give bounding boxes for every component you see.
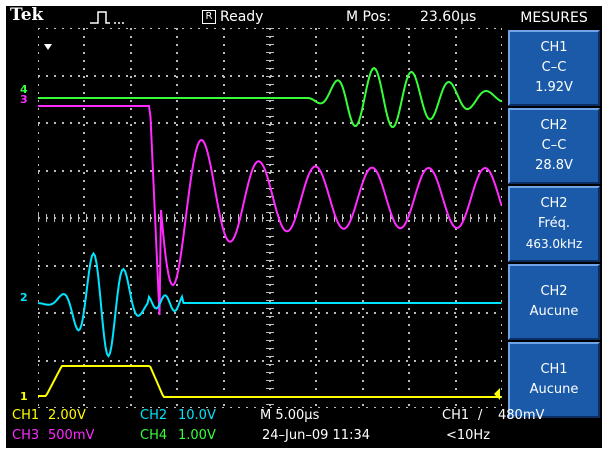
- side-menu-title: MESURES: [520, 10, 588, 26]
- measure-type: Aucune: [529, 382, 579, 397]
- ch2-marker[interactable]: 2: [20, 291, 28, 304]
- measure-type: Fréq.: [538, 216, 570, 231]
- ch3-label: CH3: [12, 428, 40, 443]
- ch4-scale[interactable]: 1.00V: [178, 428, 216, 443]
- date-time: 24–Jun–09 11:34: [262, 428, 370, 443]
- measure-type: C–C: [541, 138, 567, 153]
- measure-source: CH1: [540, 362, 568, 377]
- ch2-waveform: [38, 251, 502, 358]
- trigger-source: CH1: [442, 408, 470, 423]
- ch4-label: CH4: [140, 428, 168, 443]
- ch3-scale[interactable]: 500mV: [48, 428, 95, 443]
- ready-state-icon: R: [202, 10, 216, 24]
- measure-slot-1[interactable]: CH1 C–C 1.92V: [508, 30, 600, 106]
- brand-logo: Tek: [10, 6, 44, 25]
- horizontal-position-label: M Pos:: [346, 9, 392, 25]
- measure-source: CH2: [540, 284, 568, 299]
- measure-type: Aucune: [529, 304, 579, 319]
- measure-value: 1.92V: [535, 80, 573, 95]
- ch4-marker[interactable]: 4: [20, 83, 28, 96]
- acquisition-state: Ready: [220, 9, 264, 25]
- trigger-position-icon: [44, 44, 52, 50]
- trigger-level[interactable]: 480mV: [498, 408, 545, 423]
- ch4-waveform: [38, 66, 502, 129]
- ch3-waveform: [38, 105, 502, 316]
- ch2-scale[interactable]: 10.0V: [178, 408, 216, 423]
- trigger-slope-icon: /: [478, 408, 483, 423]
- ch1-waveform: [38, 365, 502, 398]
- ch3-marker[interactable]: 3: [20, 93, 28, 106]
- measure-value: 28.8V: [535, 158, 573, 173]
- trigger-frequency: <10Hz: [446, 428, 491, 443]
- horizontal-position-value: 23.60µs: [420, 9, 477, 25]
- measure-slot-3[interactable]: CH2 Fréq. 463.0kHz: [508, 186, 600, 262]
- ch1-scale[interactable]: 2.00V: [48, 408, 86, 423]
- trigger-waveform-icon: [90, 11, 124, 24]
- waveform-screen: [38, 28, 502, 408]
- measure-source: CH2: [540, 196, 568, 211]
- measure-slot-5[interactable]: CH1 Aucune: [508, 342, 600, 418]
- measure-slot-4[interactable]: CH2 Aucune: [508, 264, 600, 340]
- ch2-label: CH2: [140, 408, 168, 423]
- ch1-marker[interactable]: 1: [20, 390, 28, 403]
- measure-slot-2[interactable]: CH2 C–C 28.8V: [508, 108, 600, 184]
- measure-type: C–C: [541, 60, 567, 75]
- measure-source: CH1: [540, 40, 568, 55]
- measure-source: CH2: [540, 118, 568, 133]
- trigger-level-icon: [494, 388, 500, 400]
- ch1-label: CH1: [12, 408, 40, 423]
- measure-side-menu: MESURES CH1 C–C 1.92V CH2 C–C 28.8V CH2 …: [506, 6, 602, 448]
- timebase-scale[interactable]: M 5.00µs: [260, 408, 320, 423]
- oscilloscope-display: Tek R Ready M Pos: 23.60µs 4 3 2 1 MESUR…: [6, 6, 602, 448]
- graticule: [38, 28, 502, 408]
- measure-value: 463.0kHz: [525, 237, 583, 251]
